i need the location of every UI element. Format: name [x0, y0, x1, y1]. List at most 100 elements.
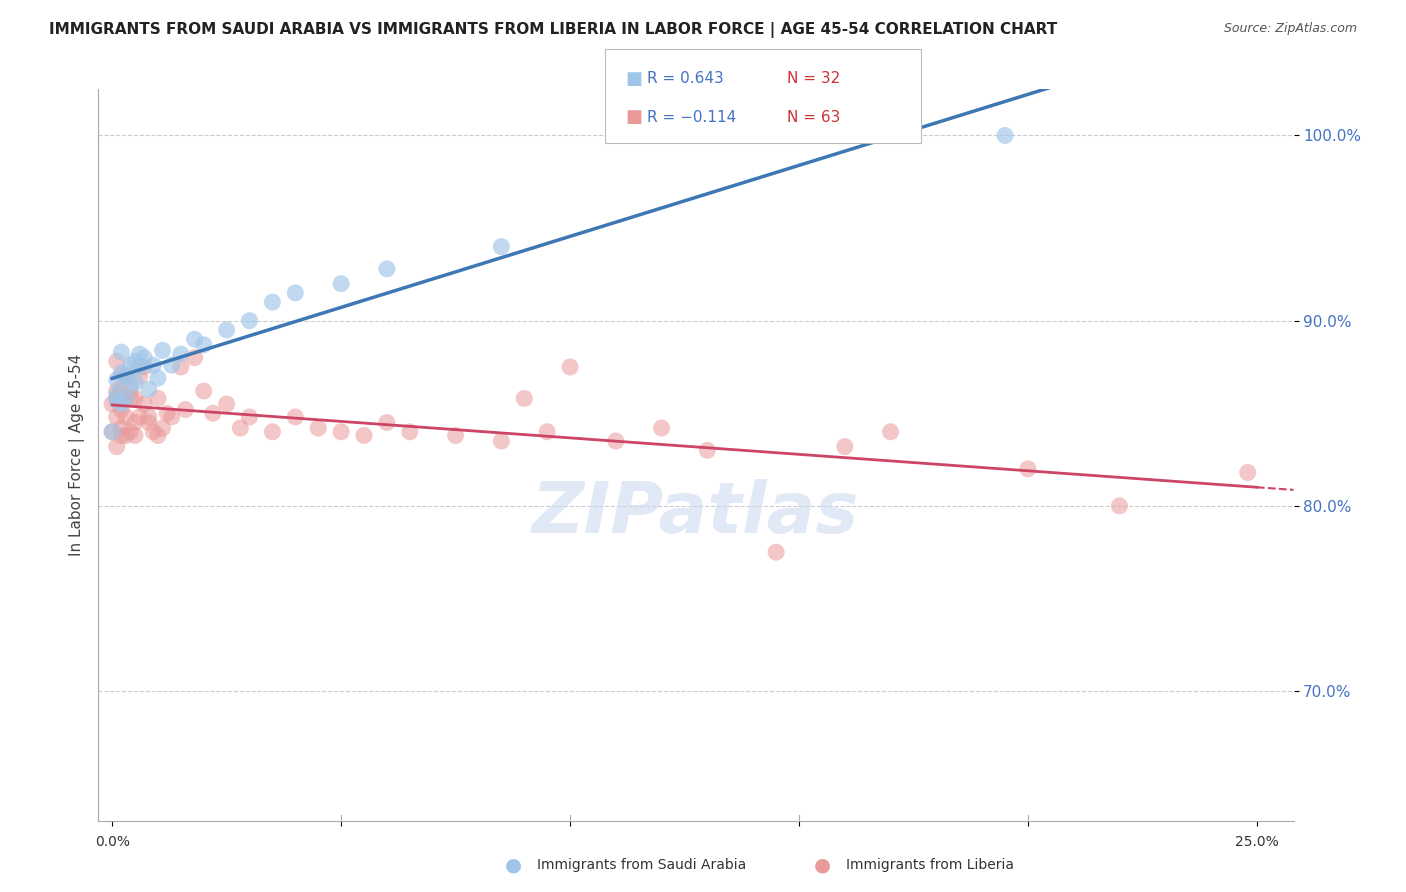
Point: [156, 406, 179, 420]
Text: N = 32: N = 32: [787, 71, 841, 87]
Point: [101, 397, 124, 411]
Point: [170, 347, 193, 361]
Point: [375, 416, 398, 430]
Point: [142, 425, 165, 439]
Text: ■: ■: [626, 70, 643, 88]
Point: [128, 359, 150, 374]
Point: [444, 428, 467, 442]
Point: [696, 443, 718, 458]
Point: [110, 345, 132, 359]
Point: [115, 369, 138, 384]
Point: [110, 369, 132, 384]
Point: [105, 384, 128, 398]
Point: [115, 392, 138, 406]
Point: [152, 421, 174, 435]
Point: [120, 358, 142, 372]
Point: [994, 128, 1017, 143]
Point: [124, 416, 146, 430]
Point: [170, 359, 193, 374]
Point: [120, 392, 142, 406]
Point: [134, 351, 156, 365]
Point: [124, 392, 146, 406]
Point: [134, 359, 156, 374]
Point: [120, 425, 142, 439]
Point: [174, 402, 197, 417]
Point: [110, 397, 132, 411]
Point: [138, 416, 160, 430]
Text: Immigrants from Saudi Arabia: Immigrants from Saudi Arabia: [537, 858, 747, 872]
Text: N = 63: N = 63: [787, 110, 841, 125]
Point: [183, 351, 205, 365]
Point: [105, 392, 128, 406]
Point: [120, 378, 142, 392]
Text: Immigrants from Liberia: Immigrants from Liberia: [846, 858, 1014, 872]
Point: [215, 323, 238, 337]
Point: [128, 369, 150, 384]
Point: [229, 421, 252, 435]
Point: [193, 337, 215, 351]
Point: [651, 421, 673, 435]
Text: ■: ■: [626, 108, 643, 126]
Point: [605, 434, 627, 448]
Point: [101, 425, 124, 439]
Point: [1108, 499, 1130, 513]
Point: [124, 428, 146, 442]
Point: [262, 425, 284, 439]
Point: [146, 392, 169, 406]
Text: ●: ●: [814, 855, 831, 875]
Point: [115, 428, 138, 442]
Point: [128, 347, 150, 361]
Point: [115, 409, 138, 424]
Point: [879, 425, 901, 439]
Point: [284, 285, 307, 300]
Point: [160, 358, 183, 372]
Point: [124, 354, 146, 368]
Point: [193, 384, 215, 398]
Text: R = 0.643: R = 0.643: [647, 71, 724, 87]
Point: [201, 406, 224, 420]
Point: [105, 409, 128, 424]
Point: [238, 409, 260, 424]
Point: [330, 425, 353, 439]
Point: [138, 382, 160, 396]
Point: [128, 409, 150, 424]
Point: [105, 373, 128, 387]
Point: [142, 358, 165, 372]
Point: [238, 313, 260, 327]
Point: [1017, 462, 1039, 476]
Point: [375, 261, 398, 276]
Point: [110, 428, 132, 442]
Point: [152, 343, 174, 358]
Text: IMMIGRANTS FROM SAUDI ARABIA VS IMMIGRANTS FROM LIBERIA IN LABOR FORCE | AGE 45-: IMMIGRANTS FROM SAUDI ARABIA VS IMMIGRAN…: [49, 22, 1057, 38]
Point: [105, 393, 128, 408]
Point: [105, 388, 128, 402]
Point: [536, 425, 558, 439]
Point: [513, 392, 536, 406]
Point: [105, 354, 128, 368]
Y-axis label: In Labor Force | Age 45-54: In Labor Force | Age 45-54: [69, 354, 84, 556]
Point: [307, 421, 329, 435]
Point: [134, 397, 156, 411]
Point: [115, 392, 138, 406]
Point: [110, 421, 132, 435]
Point: [215, 397, 238, 411]
Point: [330, 277, 353, 291]
Point: [146, 428, 169, 442]
Text: Source: ZipAtlas.com: Source: ZipAtlas.com: [1223, 22, 1357, 36]
Text: ZIPatlas: ZIPatlas: [533, 479, 859, 548]
Point: [146, 371, 169, 385]
Text: R = −0.114: R = −0.114: [647, 110, 735, 125]
Point: [1236, 466, 1258, 480]
Point: [398, 425, 420, 439]
Point: [124, 375, 146, 389]
Point: [558, 359, 581, 374]
Point: [110, 402, 132, 417]
Point: [284, 409, 307, 424]
Point: [105, 440, 128, 454]
Point: [120, 384, 142, 398]
Point: [110, 384, 132, 398]
Point: [353, 428, 375, 442]
Point: [262, 295, 284, 310]
Text: 25.0%: 25.0%: [1234, 836, 1279, 849]
Point: [160, 409, 183, 424]
